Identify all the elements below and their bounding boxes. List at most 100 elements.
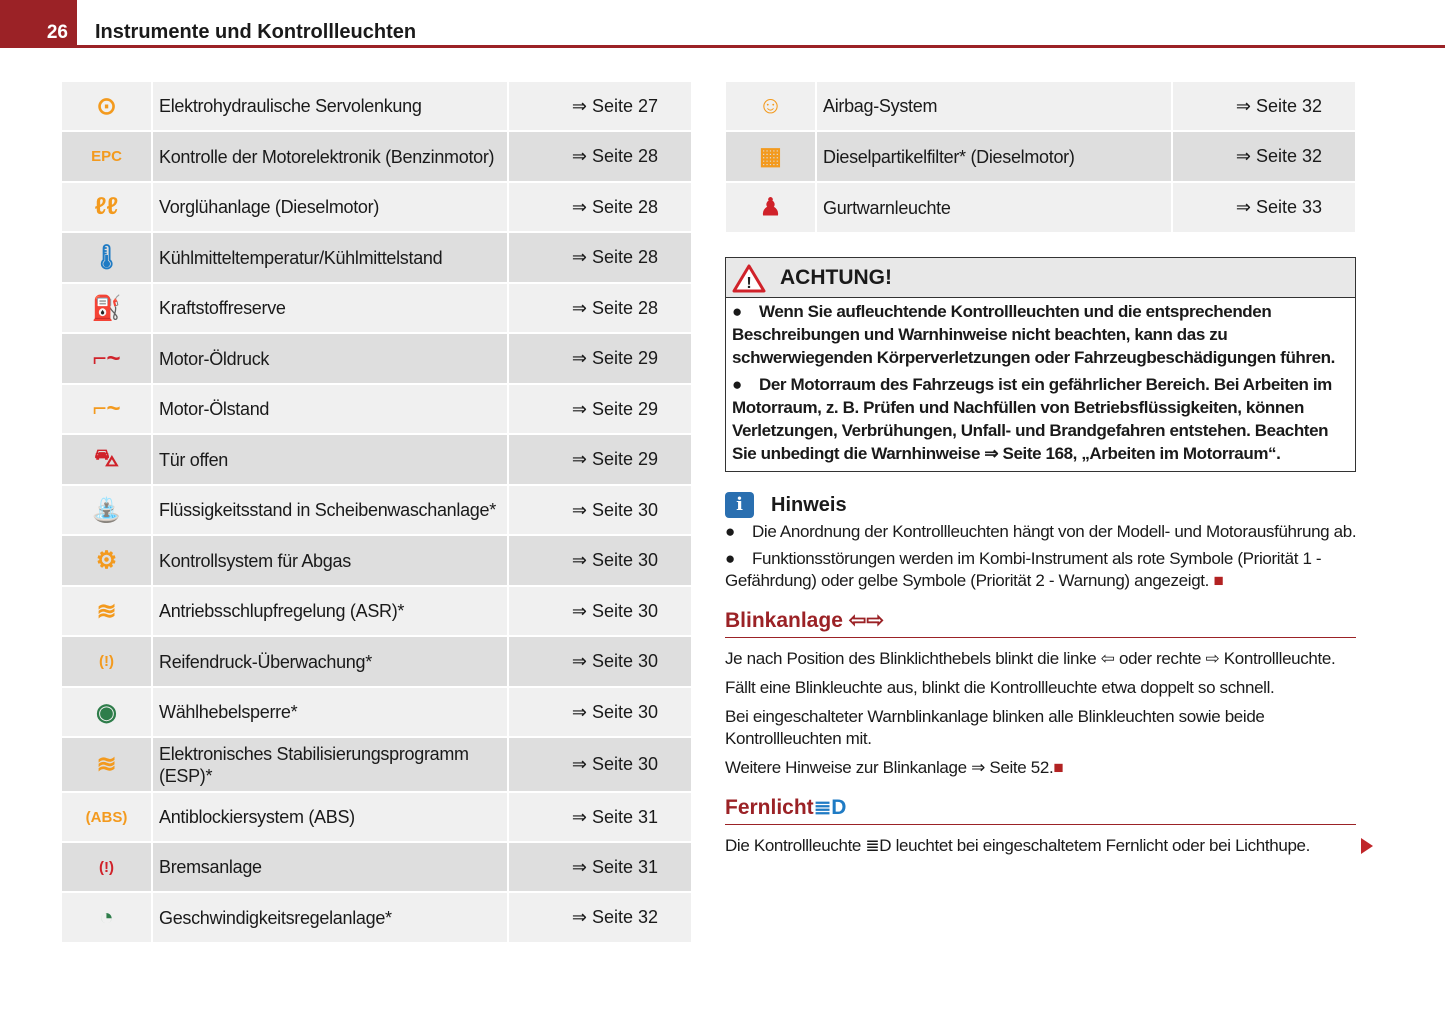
note-title: Hinweis: [771, 494, 847, 516]
page-reference[interactable]: ⇒ Seite 29: [507, 385, 691, 433]
page-reference[interactable]: ⇒ Seite 30: [507, 486, 691, 534]
warning-item: ● Der Motorraum des Fahrzeugs ist ein gef…: [732, 375, 1332, 463]
coolant-icon: 🌡: [62, 233, 151, 282]
indicator-label: Flüssigkeitsstand in Scheibenwaschanlage…: [151, 486, 507, 534]
page-reference[interactable]: ⇒ Seite 27: [507, 82, 691, 130]
airbag-icon: ☺: [726, 82, 815, 130]
table-row: ⌐~ Motor-Öldruck ⇒ Seite 29: [62, 334, 691, 383]
end-marker: ■: [1213, 571, 1224, 590]
paragraph: Die Kontrollleuchte ≣D leuchtet bei eing…: [725, 835, 1373, 857]
table-row: ≋ Antriebsschlupfregelung (ASR)* ⇒ Seite 3…: [62, 587, 691, 635]
indicator-label: Geschwindigkeitsregelanlage*: [151, 893, 507, 942]
indicator-label: Elektronisches Stabilisierungsprogramm (…: [151, 738, 507, 791]
indicator-label: Motor-Öldruck: [151, 334, 507, 383]
page-reference[interactable]: ⇒ Seite 33: [1171, 183, 1355, 232]
abs-icon: (ABS): [62, 793, 151, 841]
indicator-label: Gurtwarnleuchte: [815, 183, 1171, 232]
indicator-label: Kontrolle der Motorelektronik (Benzinmot…: [151, 132, 507, 181]
page-reference[interactable]: ⇒ Seite 30: [507, 637, 691, 686]
tire-pressure-icon: (!): [62, 637, 151, 686]
end-marker: ■: [1053, 758, 1064, 777]
note-section: i Hinweis ● Die Anordnung der Kontrollleuc…: [725, 492, 1365, 592]
table-row: ⛽ Kraftstoffreserve ⇒ Seite 28: [62, 284, 691, 332]
page-reference[interactable]: ⇒ Seite 32: [1171, 82, 1355, 130]
indicator-label: Dieselpartikelfilter* (Dieselmotor): [815, 132, 1171, 181]
table-row: 🌡 Kühlmitteltemperatur/Kühlmittelstand ⇒ S…: [62, 233, 691, 282]
washer-fluid-icon: ⛲: [62, 486, 151, 534]
warning-item: ● Wenn Sie aufleuchtende Kontrollleuchten…: [732, 302, 1335, 367]
table-row: (ABS) Antiblockiersystem (ABS) ⇒ Seite 31: [62, 793, 691, 841]
page-reference[interactable]: ⇒ Seite 30: [507, 587, 691, 635]
note-item: ● Funktionsstörungen werden im Kombi-Inst…: [725, 549, 1322, 590]
door-open-icon: ⛍: [62, 435, 151, 484]
info-icon: i: [725, 492, 754, 518]
warning-title: ACHTUNG!: [780, 265, 892, 289]
epc-icon: EPC: [62, 132, 151, 181]
page-reference[interactable]: ⇒ Seite 28: [507, 132, 691, 181]
indicator-label: Reifendruck-Überwachung*: [151, 637, 507, 686]
section-heading-blinkanlage: Blinkanlage ⇦⇨: [725, 608, 1356, 638]
page-reference[interactable]: ⇒ Seite 30: [507, 738, 691, 791]
glow-plug-icon: ℓℓ: [62, 183, 151, 231]
page-number: 26: [0, 0, 77, 48]
svg-text:!: !: [746, 275, 751, 292]
paragraph: Bei eingeschalteter Warnblinkanlage blin…: [725, 707, 1265, 748]
indicator-label: Elektrohydraulische Servolenkung: [151, 82, 507, 130]
oil-pressure-icon: ⌐~: [62, 334, 151, 383]
table-row: ⌐~ Motor-Ölstand ⇒ Seite 29: [62, 385, 691, 433]
table-row: ☺ Airbag-System ⇒ Seite 32: [726, 82, 1355, 130]
table-row: ⛲ Flüssigkeitsstand in Scheibenwaschanlag…: [62, 486, 691, 534]
page-reference[interactable]: ⇒ Seite 30: [507, 536, 691, 585]
table-row: ⛍ Tür offen ⇒ Seite 29: [62, 435, 691, 484]
asr-off-icon: ≋: [62, 587, 151, 635]
indicator-label: Wählhebelsperre*: [151, 688, 507, 736]
table-row: ◉ Wählhebelsperre* ⇒ Seite 30: [62, 688, 691, 736]
page-reference[interactable]: ⇒ Seite 28: [507, 233, 691, 282]
paragraph: Fällt eine Blinkleuchte aus, blinkt die …: [725, 678, 1275, 697]
page-reference[interactable]: ⇒ Seite 28: [507, 284, 691, 332]
brake-icon: (!): [62, 843, 151, 891]
blinkanlage-text: Je nach Position des Blinklichthebels bl…: [725, 648, 1365, 779]
page-reference[interactable]: ⇒ Seite 32: [1171, 132, 1355, 181]
table-row: (!) Reifendruck-Überwachung* ⇒ Seite 30: [62, 637, 691, 686]
turn-signal-icon: ⇦⇨: [848, 609, 884, 632]
page-reference[interactable]: ⇒ Seite 31: [507, 843, 691, 891]
page-reference[interactable]: ⇒ Seite 28: [507, 183, 691, 231]
indicator-label: Tür offen: [151, 435, 507, 484]
table-row: ♟ Gurtwarnleuchte ⇒ Seite 33: [726, 183, 1355, 232]
page-reference[interactable]: ⇒ Seite 31: [507, 793, 691, 841]
page-reference[interactable]: ⇒ Seite 30: [507, 688, 691, 736]
indicator-label: Motor-Ölstand: [151, 385, 507, 433]
table-row: ▦ Dieselpartikelfilter* (Dieselmotor) ⇒ Se…: [726, 132, 1355, 181]
paragraph: Je nach Position des Blinklichthebels bl…: [725, 649, 1336, 668]
page-reference[interactable]: ⇒ Seite 29: [507, 334, 691, 383]
indicator-label: Bremsanlage: [151, 843, 507, 891]
high-beam-icon: ≣D: [813, 796, 847, 819]
indicator-label: Kraftstoffreserve: [151, 284, 507, 332]
note-item: ● Die Anordnung der Kontrollleuchten häng…: [725, 522, 1357, 541]
fuel-icon: ⛽: [62, 284, 151, 332]
right-column-text: i Hinweis ● Die Anordnung der Kontrollleuc…: [725, 492, 1373, 864]
page-reference[interactable]: ⇒ Seite 32: [507, 893, 691, 942]
left-indicator-table: ⊙ Elektrohydraulische Servolenkung ⇒ Seite…: [62, 82, 691, 944]
esp-icon: ≋: [62, 738, 151, 791]
warning-box: ! ACHTUNG! ● Wenn Sie aufleuchtende Kontr…: [725, 257, 1356, 472]
indicator-label: Vorglühanlage (Dieselmotor): [151, 183, 507, 231]
indicator-label: Kontrollsystem für Abgas: [151, 536, 507, 585]
chapter-title: Instrumente und Kontrollleuchten: [95, 21, 417, 43]
right-indicator-table: ☺ Airbag-System ⇒ Seite 32 ▦ Dieselpartikelf…: [726, 82, 1355, 234]
paragraph: Weitere Hinweise zur Blinkanlage ⇒ Seite…: [725, 758, 1064, 777]
particle-filter-icon: ▦: [726, 132, 815, 181]
indicator-label: Antiblockiersystem (ABS): [151, 793, 507, 841]
selector-lever-icon: ◉: [62, 688, 151, 736]
table-row: ◔ Geschwindigkeitsregelanlage* ⇒ Seite 32: [62, 893, 691, 942]
page-reference[interactable]: ⇒ Seite 29: [507, 435, 691, 484]
section-heading-fernlicht: Fernlicht≣D: [725, 795, 1356, 825]
indicator-label: Kühlmitteltemperatur/Kühlmittelstand: [151, 233, 507, 282]
steering-wheel-icon: ⊙: [62, 82, 151, 130]
warning-triangle-icon: !: [732, 264, 766, 292]
table-row: ⚙ Kontrollsystem für Abgas ⇒ Seite 30: [62, 536, 691, 585]
next-page-arrow-icon[interactable]: [1361, 838, 1373, 854]
indicator-label: Antriebsschlupfregelung (ASR)*: [151, 587, 507, 635]
oil-level-icon: ⌐~: [62, 385, 151, 433]
